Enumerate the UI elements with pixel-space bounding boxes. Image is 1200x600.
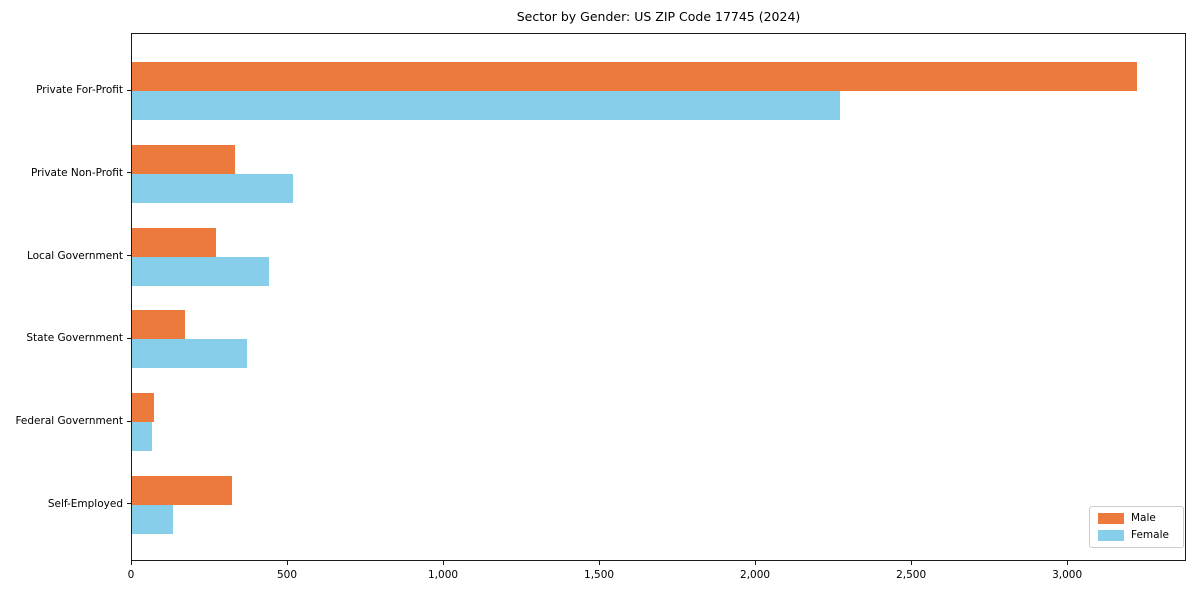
male-series-swatch-icon	[1098, 513, 1124, 524]
x-tick-label: 1,000	[428, 569, 459, 581]
x-tick-mark	[1066, 561, 1068, 565]
bar-male	[132, 227, 217, 257]
legend-label-male: Male	[1131, 512, 1156, 525]
y-tick-mark	[127, 89, 131, 91]
bar-female	[132, 339, 248, 369]
bar-female	[132, 504, 173, 534]
x-tick-mark	[754, 561, 756, 565]
y-axis-label: Self-Employed	[47, 497, 123, 510]
bar-male	[132, 393, 155, 423]
female-series-swatch-icon	[1098, 530, 1124, 541]
y-tick-mark	[127, 172, 131, 174]
y-tick-mark	[127, 420, 131, 422]
bar-male	[132, 310, 186, 340]
legend-label-female: Female	[1131, 529, 1169, 542]
x-tick-mark	[910, 561, 912, 565]
y-axis-label: Private Non-Profit	[30, 166, 123, 179]
x-tick-label: 2,500	[896, 569, 927, 581]
x-tick-label: 2,000	[740, 569, 771, 581]
bar-female	[132, 173, 293, 203]
y-axis-label: Local Government	[26, 249, 123, 262]
x-tick-mark	[286, 561, 288, 565]
bar-male	[132, 144, 235, 174]
x-tick-mark	[598, 561, 600, 565]
y-tick-mark	[127, 255, 131, 257]
bar-male	[132, 475, 232, 505]
y-tick-mark	[127, 503, 131, 505]
bar-female	[132, 91, 841, 121]
y-tick-mark	[127, 337, 131, 339]
x-tick-mark	[442, 561, 444, 565]
legend-item-male: Male	[1098, 513, 1175, 524]
chart-title: Sector by Gender: US ZIP Code 17745 (202…	[516, 9, 801, 24]
bar-female	[132, 256, 270, 286]
legend-item-female: Female	[1098, 530, 1175, 541]
bar-male	[132, 62, 1137, 92]
y-axis-label: Federal Government	[15, 415, 123, 428]
x-tick-label: 1,500	[584, 569, 615, 581]
x-tick-label: 3,000	[1052, 569, 1083, 581]
legend: Male Female	[1089, 506, 1184, 548]
plot-area	[131, 33, 1186, 561]
x-tick-label: 0	[127, 569, 135, 581]
y-axis-label: State Government	[26, 332, 123, 345]
bar-female	[132, 422, 153, 452]
x-tick-label: 500	[276, 569, 298, 581]
x-tick-mark	[130, 561, 132, 565]
y-axis-label: Private For-Profit	[36, 84, 123, 97]
